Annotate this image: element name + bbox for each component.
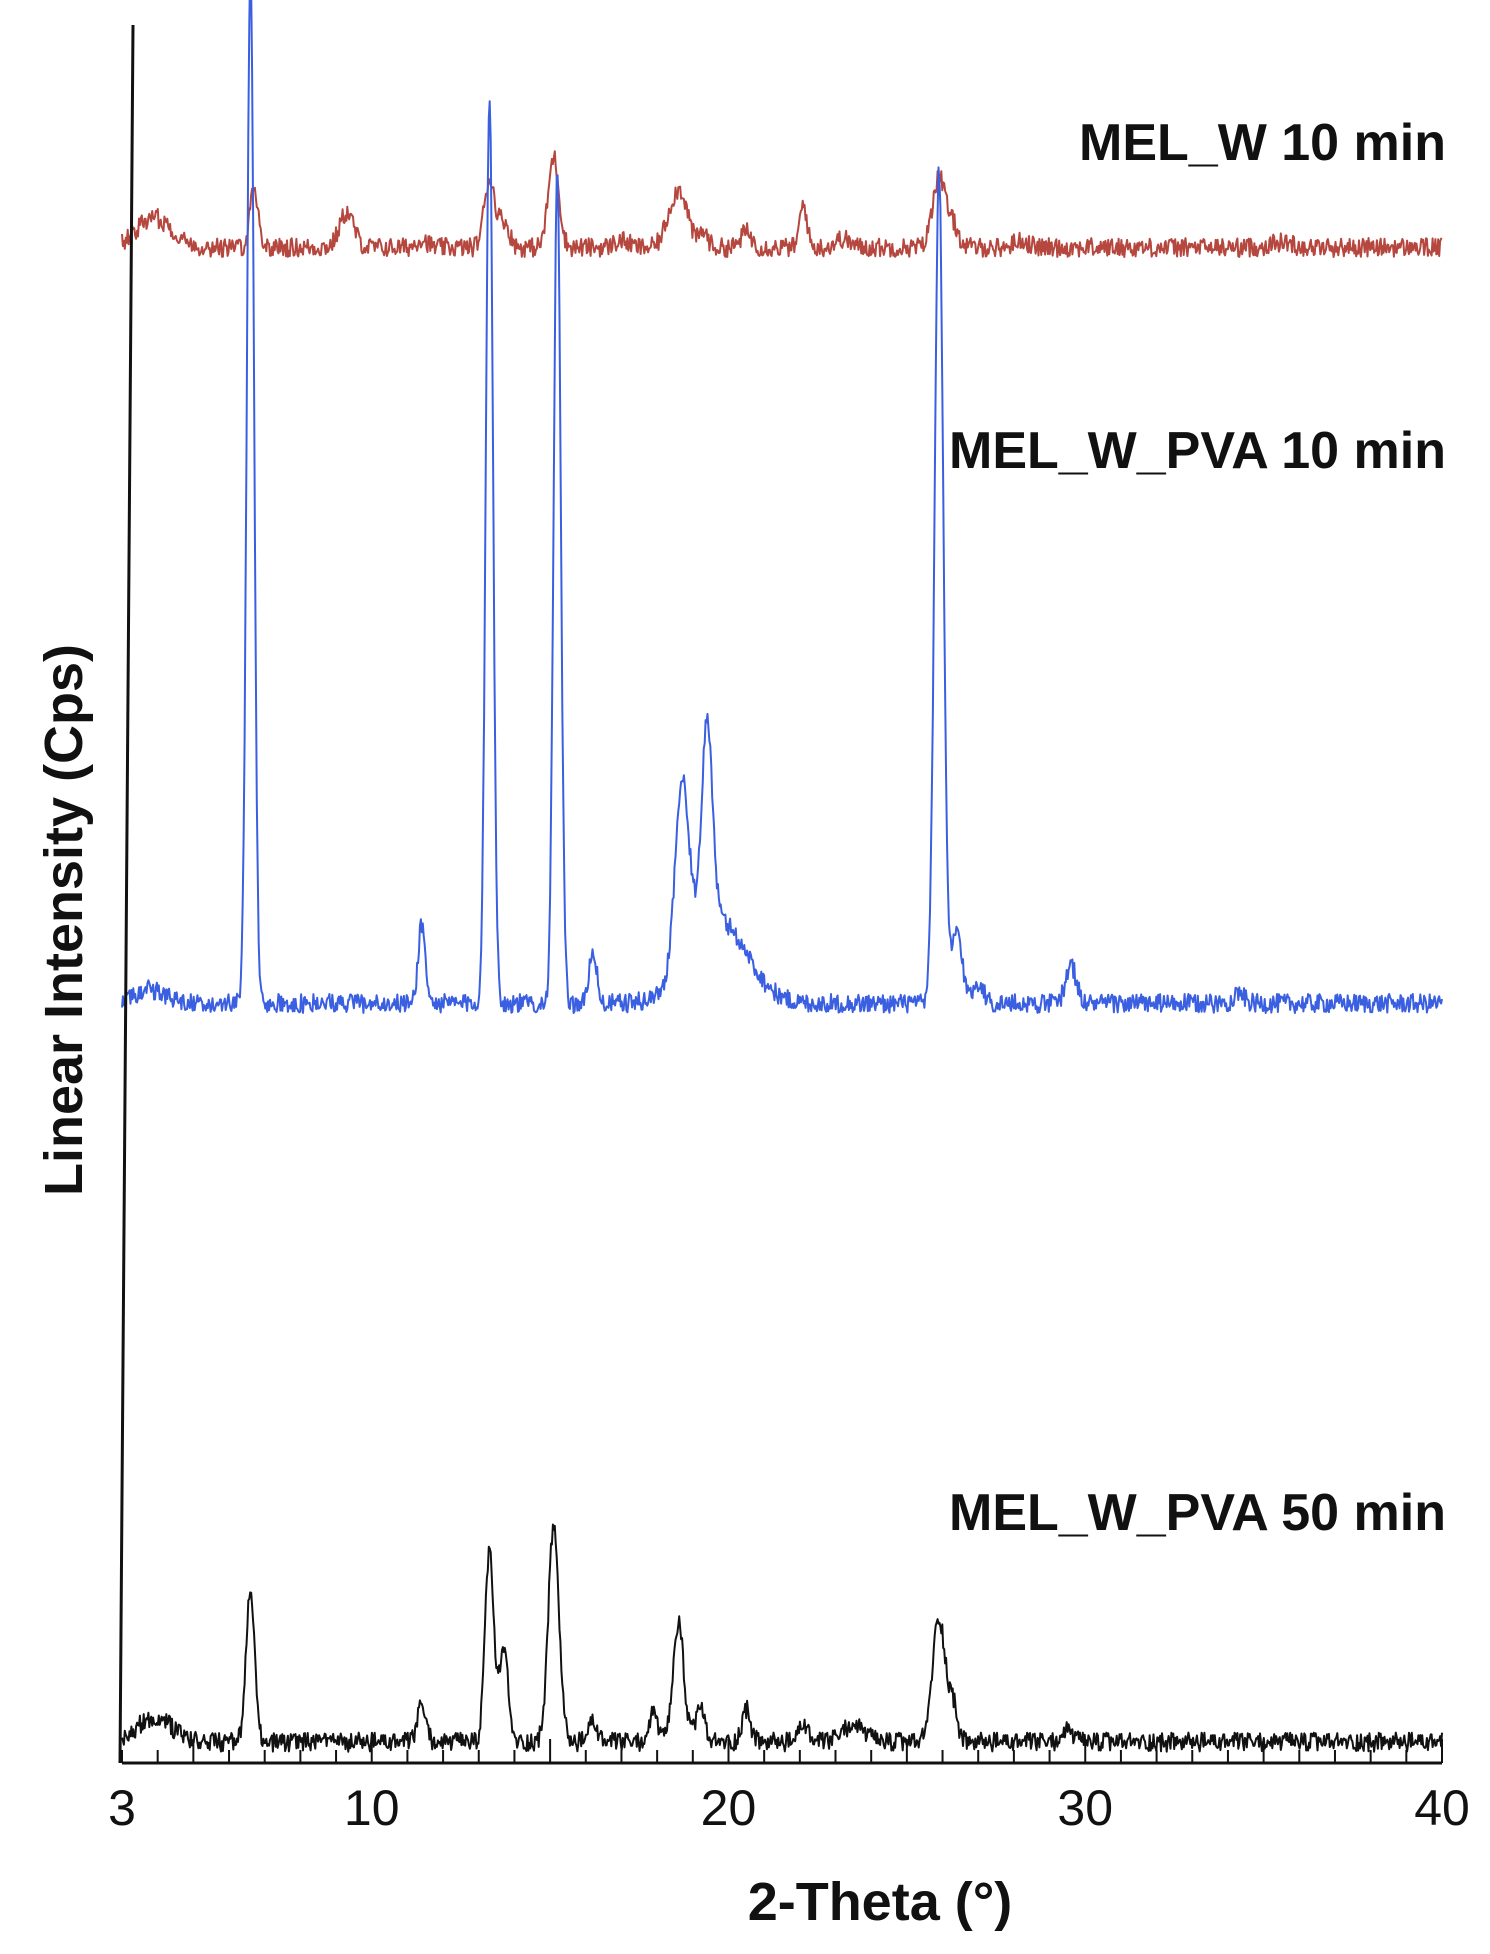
x-tick-label: 40 — [1414, 1780, 1470, 1836]
x-tick-label: 30 — [1057, 1780, 1113, 1836]
x-tick-label: 20 — [701, 1780, 757, 1836]
series-layer — [121, 0, 1443, 1753]
x-axis-title: 2-Theta (°) — [748, 1872, 1013, 1932]
series-label-3: MEL_W_PVA 50 min — [949, 1484, 1446, 1542]
series-line-2 — [121, 0, 1443, 1014]
series-line-1 — [121, 150, 1443, 258]
x-tick-label: 3 — [108, 1780, 136, 1836]
series-labels: MEL_W 10 min MEL_W_PVA 10 min MEL_W_PVA 50… — [949, 114, 1446, 1542]
y-axis-line — [118, 24, 135, 1764]
x-axis-tick-labels: 3 10 20 30 40 — [108, 1780, 1470, 1836]
y-axis-title: Linear Intensity (Cps) — [34, 644, 94, 1196]
series-label-2: MEL_W_PVA 10 min — [949, 422, 1446, 480]
series-line-3 — [121, 1523, 1443, 1753]
series-label-1: MEL_W 10 min — [1079, 114, 1446, 172]
x-tick-label: 10 — [344, 1780, 400, 1836]
